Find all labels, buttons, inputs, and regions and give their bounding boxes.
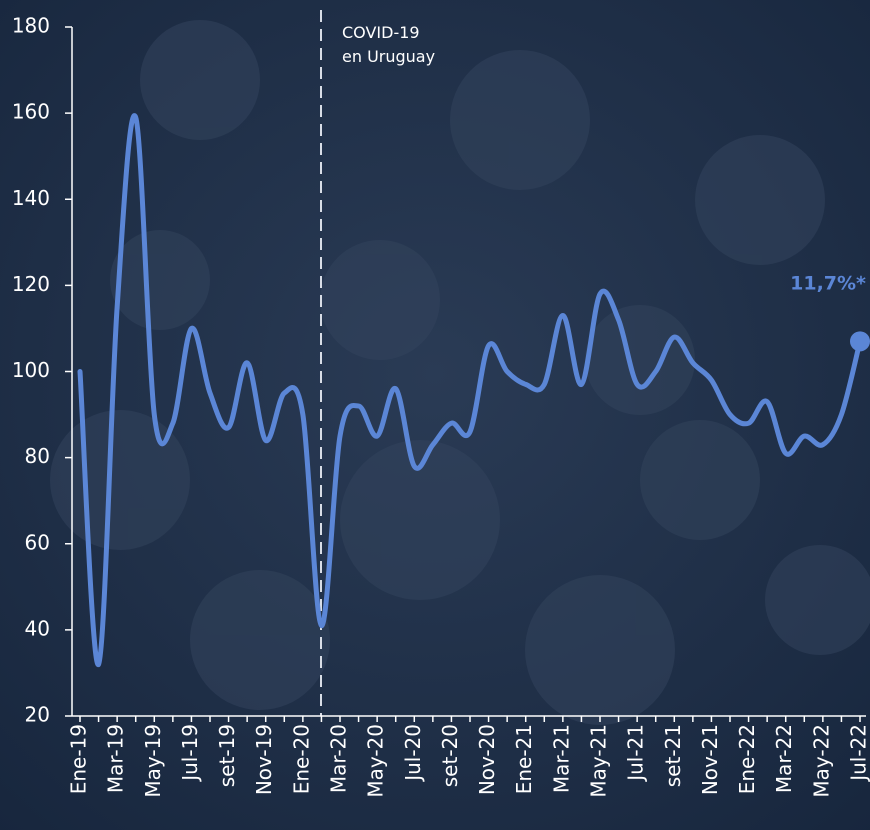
y-tick-label: 100 [12, 358, 50, 382]
y-tick-label: 160 [12, 100, 50, 124]
x-tick-label: Ene-19 [67, 724, 91, 794]
y-tick-label: 120 [12, 272, 50, 296]
y-tick-label: 80 [25, 444, 50, 468]
annotation: en Uruguay [342, 47, 435, 66]
x-tick-label: Mar-21 [549, 724, 573, 793]
x-tick-label: Ene-21 [512, 724, 536, 794]
background-logs [50, 20, 870, 725]
x-tick-label: Mar-22 [772, 724, 796, 793]
x-tick-label: Nov-21 [698, 724, 722, 795]
x-tick-label: Ene-20 [289, 724, 313, 794]
x-tick-label: set-20 [438, 724, 462, 787]
x-tick-label: Jul-20 [401, 724, 425, 783]
x-tick-label: Mar-19 [104, 724, 128, 793]
y-tick-label: 140 [12, 186, 50, 210]
end-point [850, 331, 870, 352]
x-tick-label: Jul-21 [624, 724, 648, 783]
x-tick-label: set-21 [661, 724, 685, 787]
x-tick-label: Jul-22 [847, 724, 870, 783]
x-tick-label: Nov-20 [475, 724, 499, 795]
series-line [77, 113, 863, 667]
x-tick-label: May-20 [364, 724, 388, 798]
y-tick-label: 40 [25, 616, 50, 640]
y-tick-label: 20 [25, 703, 50, 727]
x-tick-label: May-22 [809, 724, 833, 798]
x-tick-label: May-21 [587, 724, 611, 798]
x-tick-label: Nov-19 [252, 724, 276, 795]
x-tick-label: May-19 [141, 724, 165, 798]
end-label: 11,7%* [790, 272, 866, 294]
x-tick-label: Ene-22 [735, 724, 759, 794]
y-tick-label: 180 [12, 14, 50, 38]
y-tick-label: 60 [25, 530, 50, 554]
annotation: COVID-19 [342, 23, 420, 42]
x-tick-label: Jul-19 [178, 724, 202, 783]
x-tick-label: Mar-20 [327, 724, 351, 793]
x-tick-label: set-19 [215, 724, 239, 787]
